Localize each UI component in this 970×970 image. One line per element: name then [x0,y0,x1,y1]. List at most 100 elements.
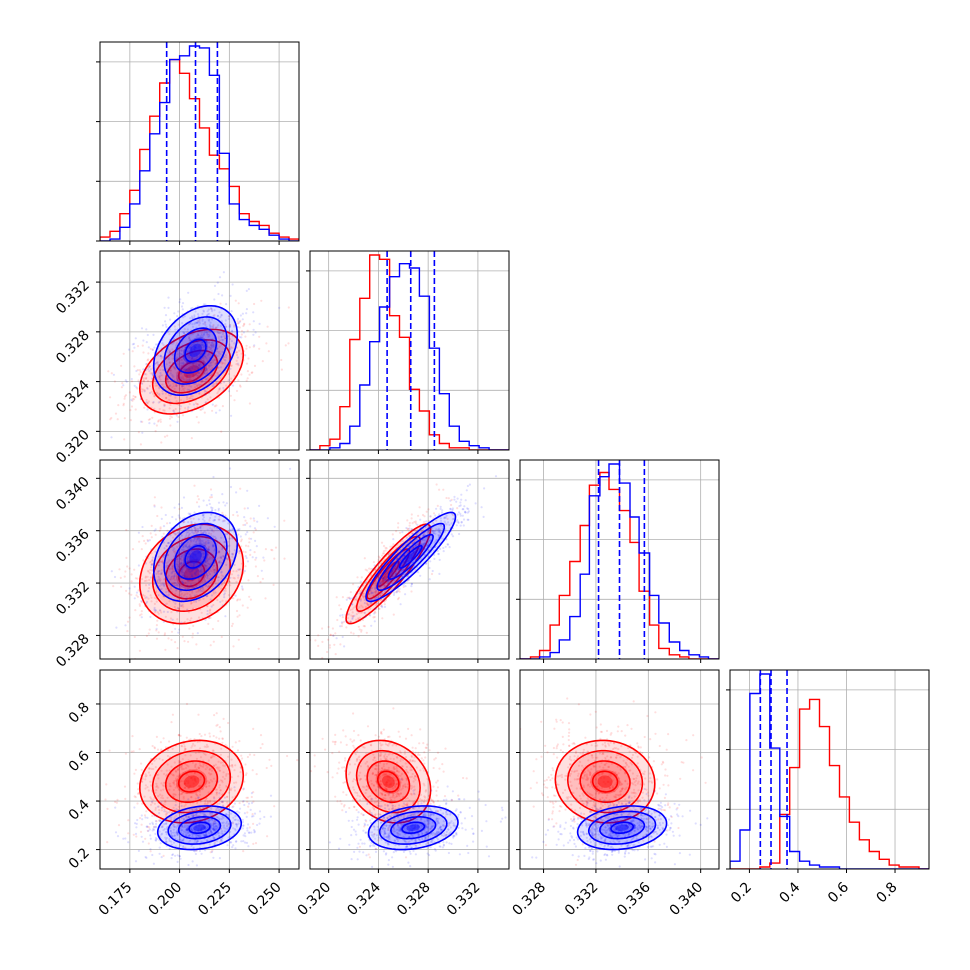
scatter-point [231,283,234,286]
scatter-point [186,388,189,391]
scatter-point [220,571,223,574]
scatter-point [231,334,234,338]
scatter-point [212,343,215,346]
scatter-point [196,538,199,541]
scatter-point [236,362,240,365]
scatter-point [229,485,233,489]
scatter-point [397,596,400,600]
scatter-point [136,345,140,348]
scatter-point [195,353,198,356]
scatter-point [201,514,204,517]
scatter-point [199,344,202,347]
scatter-point [196,403,199,406]
scatter-point [190,358,193,361]
scatter-point [217,586,220,589]
scatter-point [404,593,407,596]
scatter-point [245,308,248,311]
scatter-point [214,591,217,594]
scatter-point [218,726,221,729]
scatter-point [158,393,161,396]
scatter-point [206,561,209,565]
scatter-point [359,599,362,602]
scatter-point [259,580,262,584]
scatter-point [156,748,160,751]
contour-series_a [152,511,239,603]
scatter-point [143,579,146,583]
scatter-point [182,521,185,524]
scatter-point [246,329,249,332]
scatter-point [144,584,148,587]
scatter-point [110,570,113,573]
scatter-point [123,395,126,398]
scatter-point [258,822,261,825]
scatter-point [219,382,222,385]
scatter-point [231,528,234,531]
scatter-point [249,553,252,557]
scatter-point [191,586,194,590]
scatter-point [247,845,250,848]
scatter-point [212,564,215,567]
scatter-point [228,315,231,318]
diagonal-panel-0 [96,41,300,245]
scatter-point [211,367,214,370]
scatter-point [148,587,151,590]
scatter-point [174,627,177,631]
scatter-point [223,540,226,544]
scatter-point [349,591,352,594]
scatter-point [217,371,220,374]
scatter-point [215,371,218,374]
scatter-point [163,404,166,407]
scatter-point [373,612,376,615]
scatter-point [224,319,227,322]
scatter-point [146,402,149,405]
scatter-point [183,543,186,547]
scatter-point [192,600,196,603]
scatter-point [168,361,171,365]
scatter-point [376,602,379,605]
scatter-point [246,811,249,814]
scatter-point [177,323,180,326]
scatter-point [450,498,453,501]
scatter-point [162,541,165,544]
scatter-point [193,526,196,529]
scatter-point [140,376,143,379]
scatter-point [155,424,158,427]
scatter-point [433,557,436,561]
scatter-point [238,740,241,743]
scatter-point [216,314,220,318]
scatter-point [182,546,185,549]
scatter-point [130,750,133,753]
scatter-point [190,528,193,531]
scatter-point [127,348,131,351]
scatter-point [207,553,210,556]
scatter-point [200,341,203,344]
scatter-point [235,580,238,583]
scatter-point [482,515,485,519]
scatter-point [190,570,193,573]
scatter-point [191,579,194,582]
scatter-point [234,594,237,597]
scatter-point [130,405,134,408]
scatter-point [153,814,156,817]
scatter-point [144,562,147,565]
scatter-point [165,356,168,360]
scatter-point [148,578,151,582]
scatter-point [210,553,213,556]
scatter-point [169,587,172,590]
scatter-point [250,371,253,374]
scatter-point [208,616,211,619]
scatter-point [209,368,212,371]
scatter-point [134,395,137,398]
scatter-point [194,340,197,343]
scatter-point [211,338,214,341]
scatter-point [164,314,168,317]
scatter-point [224,323,227,326]
scatter-point [209,616,212,620]
scatter-point [333,643,336,646]
scatter-point [168,369,171,372]
scatter-point [211,508,214,511]
scatter-point [217,366,220,369]
scatter-point [170,342,173,345]
scatter-point [199,336,202,339]
scatter-point [449,499,452,502]
